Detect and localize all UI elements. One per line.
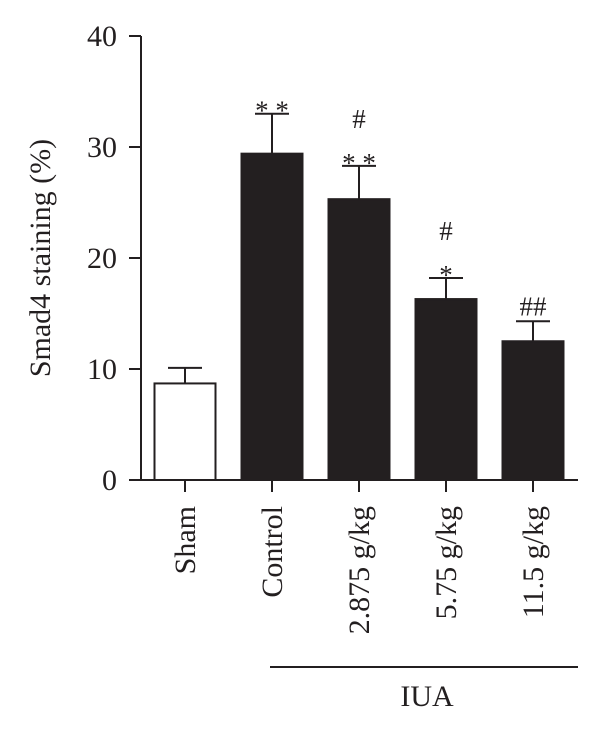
significance-label: # bbox=[439, 216, 453, 246]
x-tick-label: Sham bbox=[169, 506, 202, 574]
bar bbox=[414, 298, 478, 481]
bar bbox=[327, 198, 391, 481]
x-tick-label: Control bbox=[256, 506, 289, 598]
significance-label: ## bbox=[520, 291, 548, 321]
significance-label: * bbox=[439, 260, 453, 290]
x-tick-label: 2.875 g/kg bbox=[343, 506, 376, 634]
y-tick-label: 0 bbox=[102, 464, 117, 497]
y-axis-label: Smad4 staining (%) bbox=[24, 139, 57, 377]
bar bbox=[240, 152, 304, 481]
y-tick-label: 30 bbox=[87, 131, 117, 164]
bars: * ** *#*### bbox=[153, 96, 565, 481]
x-tick-label: 5.75 g/kg bbox=[430, 506, 463, 619]
significance-label: * * bbox=[255, 96, 289, 126]
x-axis: Sham Control 2.875 g/kg 5.75 g/kg 11.5 g/kg bbox=[141, 479, 578, 634]
x-tick-label: 11.5 g/kg bbox=[517, 506, 550, 618]
y-tick-label: 10 bbox=[87, 353, 117, 386]
significance-label: * * bbox=[342, 148, 376, 178]
y-axis: 0 10 20 30 40 bbox=[87, 20, 142, 497]
y-tick-label: 20 bbox=[87, 242, 117, 275]
significance-label: # bbox=[352, 104, 366, 134]
y-tick-label: 40 bbox=[87, 20, 117, 53]
bar bbox=[501, 340, 565, 481]
group-label: IUA bbox=[400, 680, 454, 713]
bar bbox=[153, 382, 217, 481]
